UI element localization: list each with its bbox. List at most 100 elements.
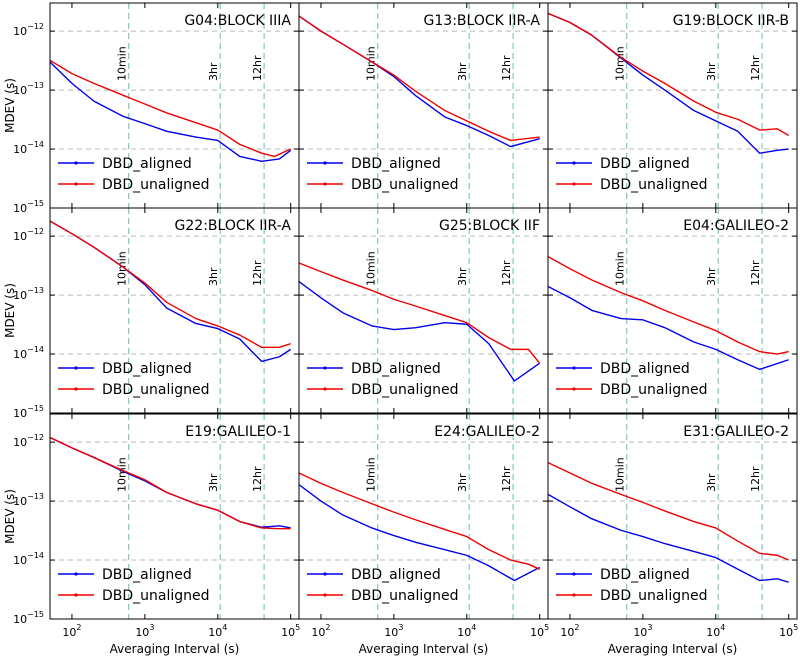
series-line-DBD_unaligned <box>50 220 291 349</box>
series-line-DBD_unaligned <box>299 472 540 570</box>
x-tick-exp: 5 <box>544 623 549 632</box>
x-axis-label: Averaging Interval (s) <box>608 642 738 656</box>
series-line-DBD_aligned <box>548 493 789 583</box>
panel-6: 10min 3hr 12hr E04:GALILEO-2 DBD_aligned DBD_… <box>547 207 798 414</box>
y-tick-exp: −12 <box>27 227 44 236</box>
y-tick-base: 10 <box>13 495 27 508</box>
vline-label: 10min <box>365 251 378 286</box>
y-tick-exp: −13 <box>27 492 44 501</box>
x-tick-exp: 2 <box>574 623 579 632</box>
legend-marker <box>74 182 78 186</box>
y-tick-base: 10 <box>13 436 27 449</box>
legend-label: DBD_unaligned <box>102 177 210 193</box>
panel-title: G22:BLOCK IIR-A <box>175 218 292 234</box>
vline-label: 12hr <box>500 260 513 286</box>
x-axis-label: Averaging Interval (s) <box>110 642 240 656</box>
panel-5: 10min 3hr 12hr G25:BLOCK IIF DBD_aligned DBD_… <box>298 207 549 414</box>
vline-label: 10min <box>116 457 129 492</box>
vline-label: 10min <box>116 46 129 81</box>
y-tick-base: 10 <box>13 554 27 567</box>
legend-marker <box>74 366 78 370</box>
legend-marker <box>572 182 576 186</box>
x-tick-label: 103 <box>384 623 403 639</box>
series-line-DBD_aligned <box>299 280 541 382</box>
legend-label: DBD_aligned <box>600 156 690 172</box>
x-tick-exp: 4 <box>222 623 227 632</box>
y-tick-label: 10−14 <box>13 551 44 567</box>
y-tick-base: 10 <box>13 230 27 243</box>
panel-title: E24:GALILEO-2 <box>434 424 540 440</box>
legend-label: DBD_aligned <box>351 361 441 377</box>
y-tick-label: 10−13 <box>13 492 44 508</box>
x-tick-label: 104 <box>706 623 725 639</box>
vline-label: 3hr <box>456 473 469 492</box>
legend-label: DBD_unaligned <box>600 177 708 193</box>
series-line-DBD_aligned <box>548 285 789 371</box>
x-tick-base: 10 <box>208 626 222 639</box>
panel-title: G13:BLOCK IIR-A <box>424 13 541 29</box>
vline-label: 3hr <box>456 62 469 81</box>
x-tick-label: 102 <box>560 623 579 639</box>
legend-label: DBD_unaligned <box>102 382 210 398</box>
legend-label: DBD_unaligned <box>351 177 459 193</box>
legend-marker <box>74 593 78 597</box>
x-tick-exp: 5 <box>295 623 300 632</box>
series-line-DBD_aligned <box>299 484 541 582</box>
panel-frame <box>547 207 798 414</box>
legend-marker <box>572 593 576 597</box>
legend-label: DBD_aligned <box>351 156 441 172</box>
series-line-DBD_unaligned <box>50 436 291 530</box>
panel-title: G25:BLOCK IIF <box>439 218 540 234</box>
legend-label: DBD_aligned <box>600 567 690 583</box>
series-line-DBD_unaligned <box>548 461 789 561</box>
y-tick-base: 10 <box>13 202 27 215</box>
legend-label: DBD_unaligned <box>351 588 459 604</box>
x-tick-base: 10 <box>62 626 76 639</box>
panel-3: 10min 3hr 12hr G19:BLOCK IIR-B DBD_aligned DB… <box>547 2 798 209</box>
x-tick-exp: 2 <box>76 623 81 632</box>
legend-marker <box>572 366 576 370</box>
series-line-DBD_unaligned <box>548 255 789 355</box>
x-tick-base: 10 <box>530 626 544 639</box>
y-tick-label: 10−12 <box>13 22 44 38</box>
panel-title: E04:GALILEO-2 <box>683 218 789 234</box>
vline-label: 10min <box>365 46 378 81</box>
y-tick-base: 10 <box>13 84 27 97</box>
panel-title: G19:BLOCK IIR-B <box>673 13 789 29</box>
series-line-DBD_unaligned <box>299 15 540 142</box>
vline-label: 3hr <box>207 267 220 286</box>
legend-label: DBD_unaligned <box>102 588 210 604</box>
panel-title: G04:BLOCK IIIA <box>184 13 291 29</box>
x-tick-label: 103 <box>633 623 652 639</box>
y-tick-label: 10−15 <box>13 199 44 215</box>
y-tick-base: 10 <box>13 613 27 626</box>
x-tick-label: 105 <box>779 623 798 639</box>
vline-label: 12hr <box>500 466 513 492</box>
vline-label: 3hr <box>705 473 718 492</box>
legend-label: DBD_aligned <box>102 567 192 583</box>
y-tick-exp: −15 <box>27 199 44 208</box>
legend-marker <box>323 572 327 576</box>
y-tick-label: 10−12 <box>13 433 44 449</box>
y-axis-label: MDEV (s) <box>3 78 17 133</box>
legend-marker <box>572 572 576 576</box>
x-tick-base: 10 <box>281 626 295 639</box>
x-tick-base: 10 <box>384 626 398 639</box>
vline-label: 3hr <box>705 62 718 81</box>
x-tick-label: 103 <box>135 623 154 639</box>
panel-4: 10min 3hr 12hr G22:BLOCK IIR-A DBD_aligned DB… <box>3 207 300 420</box>
legend-label: DBD_aligned <box>351 567 441 583</box>
y-tick-label: 10−13 <box>13 81 44 97</box>
panel-title: E19:GALILEO-1 <box>185 424 291 440</box>
x-tick-exp: 2 <box>325 623 330 632</box>
legend-marker <box>323 593 327 597</box>
panel-7: 10min 3hr 12hr E19:GALILEO-1 DBD_aligned DBD_… <box>3 413 300 656</box>
panel-1: 10min 3hr 12hr G04:BLOCK IIIA DBD_aligned DBD… <box>3 2 300 215</box>
x-tick-base: 10 <box>560 626 574 639</box>
series-line-DBD_unaligned <box>50 59 291 158</box>
legend-label: DBD_aligned <box>102 361 192 377</box>
legend-label: DBD_aligned <box>600 361 690 377</box>
vline-label: 10min <box>365 457 378 492</box>
x-tick-base: 10 <box>633 626 647 639</box>
